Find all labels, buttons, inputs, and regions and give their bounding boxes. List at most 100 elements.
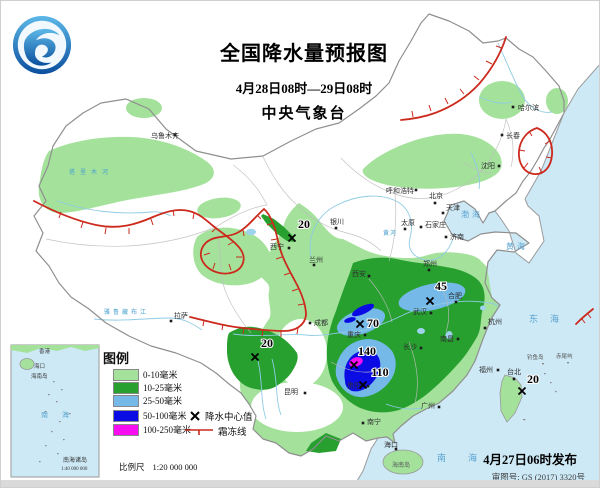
city-label: 杭州 [488,317,502,326]
city-label: 郑州 [423,260,437,268]
precip-center-value: 70 [367,316,379,330]
inset-name-label: 南海诸岛 [63,456,87,464]
city-label: 重庆 [347,330,361,339]
legend-label: 50-100毫米 [143,411,187,421]
city-label: 太原 [401,218,415,227]
taiwan-island [499,374,523,423]
city-dot [500,133,504,137]
city-dot [429,311,433,315]
city-label: 呼和浩特 [386,186,414,195]
city-label: 贵阳 [347,381,361,390]
inset-sea-label: 南海 [41,410,83,419]
precip-center-value: 45 [435,279,447,293]
city-label: 乌鲁木齐 [151,131,179,140]
sea-label: 东海 [529,313,571,324]
precip-center-value: 110 [371,365,388,379]
sea-label: 南海 [437,452,499,463]
precip-center-value: 20 [527,372,539,386]
city-dot [287,246,291,250]
china-border [33,13,565,457]
issue-time: 4月27日06时发布 [483,453,577,467]
river-label: 黄河 [383,229,397,237]
bottom-frame [1,480,599,487]
south-china-sea-inset: 南海诸岛 1:40 000 000 [10,344,100,478]
precip-center-value: 140 [358,344,376,358]
city-label: 长春 [506,131,520,140]
city-label: 成都 [314,318,328,327]
precip-center-x-icon [349,360,359,370]
city-dot [312,263,316,267]
precip-center-x-icon [250,352,260,362]
legend-item-25-50: 25-50毫米 [113,394,182,407]
city-dot [437,405,441,409]
island-label: 钓鱼岛 [527,353,544,361]
legend-center-label: 降水中心值 [205,413,253,423]
inset-place-label: 海南岛 [31,372,48,380]
city-dot [303,391,307,395]
approval-number: 审图号: GS (2017) 3320号 [491,472,585,482]
swatch-0-10 [113,368,139,381]
city-label: 西宁 [270,242,284,251]
precip-center-value: 20 [298,217,310,231]
city-label: 石家庄 [425,220,446,229]
city-label: 北京 [429,191,443,200]
city-label: 拉萨 [174,311,188,320]
city-label: 海口 [384,440,398,449]
frost-line [33,36,594,337]
city-dot [414,188,418,192]
scale-value: 1:20 000 000 [152,462,198,472]
foreign-coastlines [356,64,599,482]
city-dot [169,319,173,323]
precip-center-x-icon [358,380,368,390]
precip-center-x-icon [355,319,365,329]
island-label: 海南岛 [392,461,410,469]
small-islands [523,362,569,421]
precip-center-x-icon [517,386,527,396]
city-dot [419,225,423,229]
inset-place-label: 香港 [39,347,51,355]
city-dot [427,268,431,272]
swatch-100-250 [113,423,139,436]
agency-name: 中央气象台 [261,106,347,122]
city-dot [441,211,445,215]
islands [382,362,569,475]
city-dot [334,226,338,230]
legend-center-symbol: 降水中心值 [189,409,253,423]
city-dot [363,333,367,337]
swatch-10-25 [113,381,139,394]
city-label: 武汉 [413,307,427,316]
city-label: 银川 [330,217,344,226]
river-label: 塔里木河 [69,168,113,176]
sea-area [357,65,599,481]
legend-frost-label: 霜冻线 [218,428,247,438]
rivers [56,42,553,420]
city-label: 兰州 [309,255,323,264]
legend: 图例 0-10毫米 10-25毫米 25-50毫米 50-100毫米 100-2… [101,347,281,479]
province-borders [45,118,514,404]
city-dot [454,300,458,304]
legend-title: 图例 [103,351,130,366]
city-label: 南宁 [367,417,381,426]
legend-item-0-10: 0-10毫米 [113,368,178,381]
city-dot [456,337,460,341]
city-label: 济南 [450,232,464,241]
city-dot [419,346,423,350]
swatch-25-50 [113,394,139,407]
city-dot [483,326,487,330]
valid-period: 4月28日08时—29日08时 [235,81,373,96]
precip-center-markers: 20 20 70 45 140 110 20 [250,216,540,396]
city-label: 广州 [421,401,435,410]
city-label: 哈尔滨 [518,103,539,112]
map-scale: 比例尺 1:20 000 000 [119,461,197,473]
city-dot [403,227,407,231]
city-dot [367,274,371,278]
inset-place-label: 海口 [34,362,45,370]
legend-label: 100-250毫米 [143,425,191,435]
city-label: 合肥 [448,291,462,300]
cma-dragon-logo-icon [12,15,72,75]
